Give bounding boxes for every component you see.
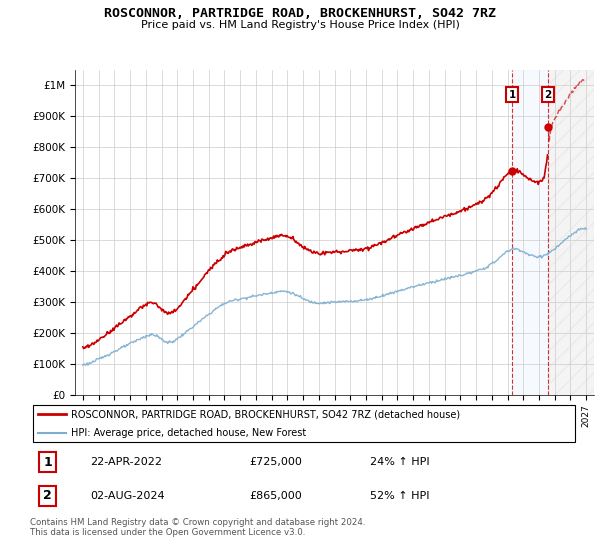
Text: Contains HM Land Registry data © Crown copyright and database right 2024.
This d: Contains HM Land Registry data © Crown c… (30, 518, 365, 538)
Bar (548, 70, 594, 395)
Text: 1: 1 (43, 456, 52, 469)
Text: 2: 2 (43, 489, 52, 502)
Text: 52% ↑ HPI: 52% ↑ HPI (370, 491, 430, 501)
Text: 1: 1 (509, 90, 516, 100)
Text: £725,000: £725,000 (250, 457, 302, 467)
Bar (512, 70, 548, 395)
Text: £865,000: £865,000 (250, 491, 302, 501)
Text: 2: 2 (544, 90, 552, 100)
Text: 24% ↑ HPI: 24% ↑ HPI (370, 457, 430, 467)
Text: Price paid vs. HM Land Registry's House Price Index (HPI): Price paid vs. HM Land Registry's House … (140, 20, 460, 30)
FancyBboxPatch shape (33, 405, 575, 441)
Text: 02-AUG-2024: 02-AUG-2024 (91, 491, 165, 501)
Text: 22-APR-2022: 22-APR-2022 (91, 457, 163, 467)
Text: ROSCONNOR, PARTRIDGE ROAD, BROCKENHURST, SO42 7RZ: ROSCONNOR, PARTRIDGE ROAD, BROCKENHURST,… (104, 7, 496, 20)
Text: ROSCONNOR, PARTRIDGE ROAD, BROCKENHURST, SO42 7RZ (detached house): ROSCONNOR, PARTRIDGE ROAD, BROCKENHURST,… (71, 409, 460, 419)
Text: HPI: Average price, detached house, New Forest: HPI: Average price, detached house, New … (71, 428, 307, 437)
